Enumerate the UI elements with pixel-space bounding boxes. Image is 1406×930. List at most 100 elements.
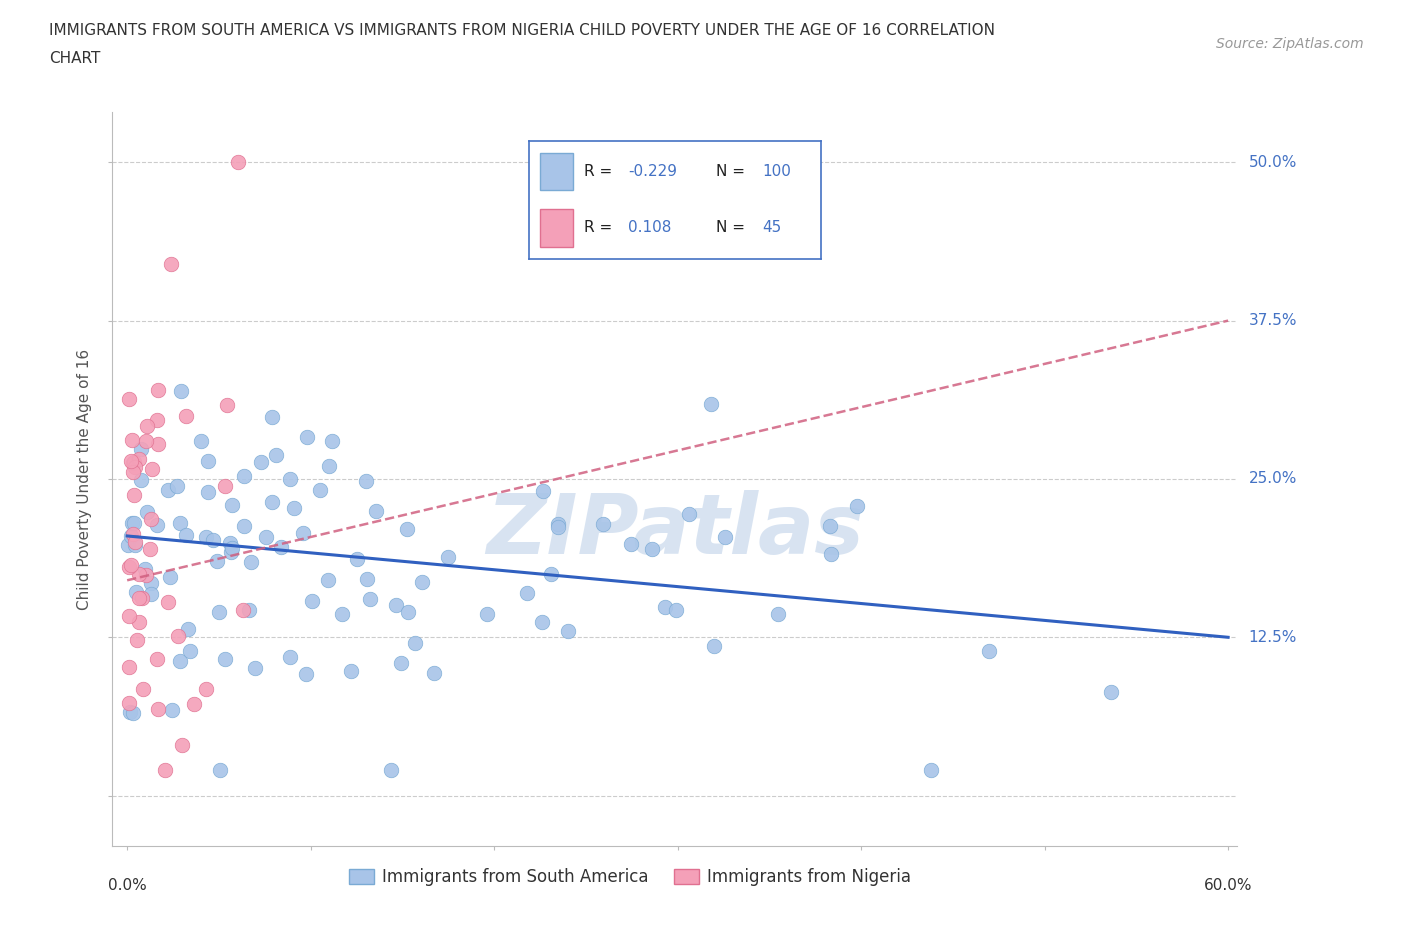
Point xyxy=(228,154,250,169)
Point xyxy=(641,541,664,556)
Point xyxy=(118,705,141,720)
Point xyxy=(221,544,243,559)
Point xyxy=(197,485,219,499)
Point xyxy=(118,560,141,575)
Point xyxy=(214,651,236,666)
Point xyxy=(135,567,157,582)
Point xyxy=(318,572,340,587)
Point xyxy=(295,666,318,681)
Point xyxy=(396,604,419,619)
Point xyxy=(155,763,177,777)
Point xyxy=(354,473,377,488)
Point xyxy=(167,629,190,644)
Point xyxy=(260,410,283,425)
Point xyxy=(122,455,145,470)
Point xyxy=(295,430,318,445)
Point xyxy=(160,702,183,717)
Point xyxy=(318,458,340,473)
Point xyxy=(703,638,725,653)
Point xyxy=(340,663,363,678)
Point xyxy=(346,551,368,566)
Point xyxy=(243,661,266,676)
Point xyxy=(120,454,142,469)
Point xyxy=(557,624,579,639)
Point xyxy=(190,433,212,448)
Point xyxy=(146,436,169,451)
Point xyxy=(139,512,162,526)
Text: 25.0%: 25.0% xyxy=(1249,472,1296,486)
Point xyxy=(202,533,225,548)
Point xyxy=(146,413,169,428)
Point xyxy=(195,682,218,697)
Text: 0.0%: 0.0% xyxy=(108,878,146,893)
Point xyxy=(530,615,553,630)
Point xyxy=(128,566,150,581)
Point xyxy=(264,447,287,462)
Point xyxy=(134,562,156,577)
Point xyxy=(170,737,193,752)
Text: 50.0%: 50.0% xyxy=(1249,154,1296,170)
Point xyxy=(547,516,569,531)
Point xyxy=(118,659,141,674)
Point xyxy=(124,535,146,550)
Point xyxy=(121,516,143,531)
Point xyxy=(159,256,181,271)
Point xyxy=(278,650,301,665)
Point xyxy=(124,460,146,475)
Point xyxy=(979,644,1001,658)
Point xyxy=(920,763,942,777)
Point xyxy=(166,478,188,493)
Point xyxy=(209,763,232,777)
Point xyxy=(654,600,676,615)
Point xyxy=(159,570,181,585)
Point xyxy=(818,519,841,534)
Point xyxy=(249,455,271,470)
Point xyxy=(330,606,353,621)
Point xyxy=(205,553,228,568)
Point xyxy=(215,397,238,412)
Point xyxy=(240,555,263,570)
Point xyxy=(129,472,152,487)
Point xyxy=(700,396,723,411)
Point xyxy=(118,608,141,623)
Point xyxy=(714,530,737,545)
Point xyxy=(283,500,305,515)
Point xyxy=(135,504,157,519)
Point xyxy=(118,392,141,406)
Point xyxy=(1099,684,1122,699)
Text: 37.5%: 37.5% xyxy=(1249,313,1296,328)
Point xyxy=(120,557,142,572)
Text: 60.0%: 60.0% xyxy=(1204,878,1253,893)
Point xyxy=(174,408,197,423)
Point xyxy=(516,586,538,601)
Point xyxy=(356,572,378,587)
Point xyxy=(820,547,842,562)
Point xyxy=(845,499,868,514)
Point xyxy=(214,478,236,493)
Point xyxy=(138,541,160,556)
Text: 12.5%: 12.5% xyxy=(1249,630,1296,644)
Point xyxy=(169,516,191,531)
Point xyxy=(321,433,343,448)
Point xyxy=(176,527,198,542)
Point xyxy=(380,763,402,777)
Point xyxy=(475,606,498,621)
Point xyxy=(233,468,256,483)
Y-axis label: Child Poverty Under the Age of 16: Child Poverty Under the Age of 16 xyxy=(77,349,93,609)
Point xyxy=(121,526,143,541)
Point xyxy=(665,603,688,618)
Point xyxy=(197,454,219,469)
Point xyxy=(146,383,169,398)
Point xyxy=(221,540,243,555)
Point xyxy=(309,483,332,498)
Point xyxy=(278,472,301,487)
Point xyxy=(531,484,554,498)
Point xyxy=(395,522,418,537)
Point xyxy=(179,644,201,658)
Point xyxy=(139,576,162,591)
Point xyxy=(125,632,148,647)
Text: Source: ZipAtlas.com: Source: ZipAtlas.com xyxy=(1216,37,1364,51)
Point xyxy=(384,598,406,613)
Point xyxy=(411,575,433,590)
Point xyxy=(135,433,157,448)
